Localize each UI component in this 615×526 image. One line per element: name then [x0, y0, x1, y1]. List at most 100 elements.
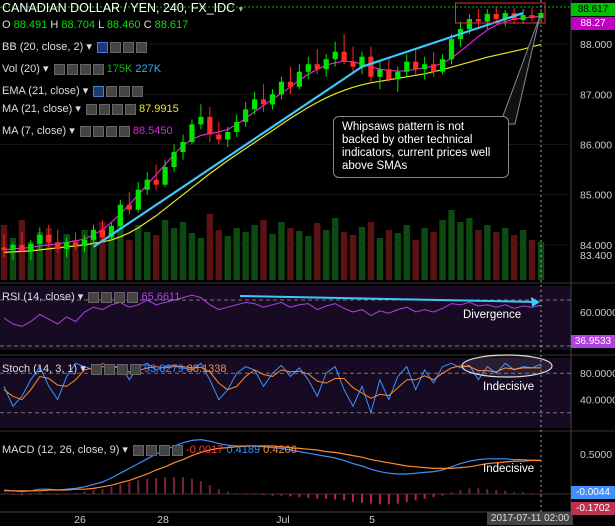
ma7-label: MA (7, close) — [2, 125, 67, 137]
eye-icon[interactable] — [133, 444, 145, 456]
close-icon[interactable] — [127, 291, 139, 303]
macd-hist-bar — [74, 493, 77, 495]
macd-hist-bar — [155, 478, 158, 494]
macd-hist-bar — [199, 481, 202, 494]
ohlc-readout: O 88.491 H 88.704 L 88.460 C 88.617 — [2, 19, 188, 31]
more-icon[interactable] — [159, 444, 171, 456]
rsi-value: 65.6611 — [141, 291, 181, 303]
close-icon[interactable] — [172, 444, 184, 456]
annotation-note[interactable]: Whipsaws pattern is not backed by other … — [333, 116, 509, 178]
candle-body — [135, 189, 141, 210]
macd-value: 0.4189 — [226, 444, 261, 456]
volume-bar — [358, 227, 366, 280]
bb-label: BB (20, close, 2) — [2, 41, 84, 53]
vol-value-a: 175K — [106, 63, 133, 75]
gear-icon[interactable] — [66, 63, 78, 75]
close-icon[interactable] — [129, 363, 141, 375]
eye-icon[interactable] — [53, 63, 65, 75]
candle-body — [46, 234, 52, 243]
candle-body — [323, 59, 329, 70]
close-icon[interactable] — [118, 125, 130, 137]
candle-body — [234, 121, 240, 132]
legend-stoch[interactable]: Stoch (14, 3, 1) ▾ 93.8279 88.1338 — [2, 363, 227, 375]
more-icon[interactable] — [111, 103, 123, 115]
volume-bar — [27, 242, 35, 280]
candle-body — [55, 242, 61, 249]
macd-hist-bar — [119, 484, 122, 494]
title-text[interactable]: CANADIAN DOLLAR / YEN, 240, FX_IDC — [2, 1, 236, 15]
more-icon[interactable] — [116, 363, 128, 375]
volume-bar — [349, 235, 357, 280]
volume-bar — [54, 245, 61, 280]
volume-bar — [466, 218, 473, 280]
volume-bar — [430, 232, 437, 280]
more-icon[interactable] — [122, 41, 134, 53]
gear-icon[interactable] — [103, 363, 115, 375]
legend-vol[interactable]: Vol (20) ▾ 175K 227K — [2, 63, 162, 75]
annotation-divergence[interactable]: Divergence — [463, 309, 522, 321]
eye-icon[interactable] — [79, 125, 91, 137]
candle-body — [153, 179, 159, 185]
candle-body — [305, 64, 311, 72]
candle-body — [64, 242, 70, 249]
gear-icon[interactable] — [109, 41, 121, 53]
candle-body — [377, 69, 383, 77]
chevron-down-icon[interactable]: ▾ — [238, 4, 244, 14]
eye-icon[interactable] — [88, 291, 100, 303]
symbol-title[interactable]: CANADIAN DOLLAR / YEN, 240, FX_IDC ▾ — [2, 1, 243, 15]
eye-icon[interactable] — [85, 103, 97, 115]
close-label: C — [143, 19, 152, 31]
eye-icon[interactable] — [90, 363, 102, 375]
volume-bar — [314, 223, 321, 280]
macd-hist-bar — [164, 477, 167, 494]
eye-icon[interactable] — [96, 41, 108, 53]
cursor-time-tag: 2017-07-11 02:00 — [487, 512, 573, 525]
macd-hist-bar — [298, 494, 301, 498]
candle-body — [144, 179, 150, 190]
volume-bar — [251, 225, 258, 280]
close-icon[interactable] — [132, 85, 144, 97]
candle-body — [287, 81, 293, 87]
stoch-label: Stoch (14, 3, 1) — [2, 363, 78, 375]
candle-body — [28, 243, 34, 251]
volume-bar — [367, 222, 375, 280]
legend-macd[interactable]: MACD (12, 26, close, 9) ▾ -0.0017 0.4189… — [2, 444, 297, 456]
macd-hist-bar — [316, 494, 319, 499]
eye-icon[interactable] — [93, 85, 105, 97]
gear-icon[interactable] — [106, 85, 118, 97]
candle-body — [332, 51, 338, 60]
macd-hist-bar — [513, 492, 516, 494]
candle-body — [225, 131, 231, 140]
gear-icon[interactable] — [101, 291, 113, 303]
legend-rsi[interactable]: RSI (14, close) ▾ 65.6611 — [2, 291, 181, 303]
legend-ma7[interactable]: MA (7, close) ▾ 88.5450 — [2, 125, 173, 137]
annotation-indecisive-macd[interactable]: Indecisive — [483, 463, 535, 475]
gear-icon[interactable] — [92, 125, 104, 137]
legend-ma21[interactable]: MA (21, close) ▾ 87.9915 — [2, 103, 179, 115]
legend-ema[interactable]: EMA (21, close) ▾ — [2, 84, 144, 97]
candle-body — [413, 61, 419, 70]
rsi-value-tag: 36.9533 — [571, 335, 615, 348]
gear-icon[interactable] — [98, 103, 110, 115]
gear-icon[interactable] — [146, 444, 158, 456]
vol-value-b: 227K — [135, 63, 162, 75]
volume-bar — [305, 236, 312, 280]
macd-signal-value: 0.4206 — [263, 444, 297, 456]
close-icon[interactable] — [124, 103, 136, 115]
macd-hist-bar — [110, 486, 113, 494]
more-icon[interactable] — [119, 85, 131, 97]
volume-bar — [117, 218, 124, 280]
more-icon[interactable] — [105, 125, 117, 137]
more-icon[interactable] — [114, 291, 126, 303]
candle-body — [314, 64, 320, 70]
close-icon[interactable] — [92, 63, 104, 75]
more-icon[interactable] — [79, 63, 91, 75]
annotation-indecisive-stoch[interactable]: Indecisive — [483, 381, 535, 393]
legend-bb[interactable]: BB (20, close, 2) ▾ — [2, 40, 147, 53]
candle-body — [422, 64, 428, 70]
volume-bar — [403, 225, 410, 280]
macd-hist-bar — [65, 493, 68, 495]
close-icon[interactable] — [135, 41, 147, 53]
macd-hist-bar — [92, 490, 95, 494]
